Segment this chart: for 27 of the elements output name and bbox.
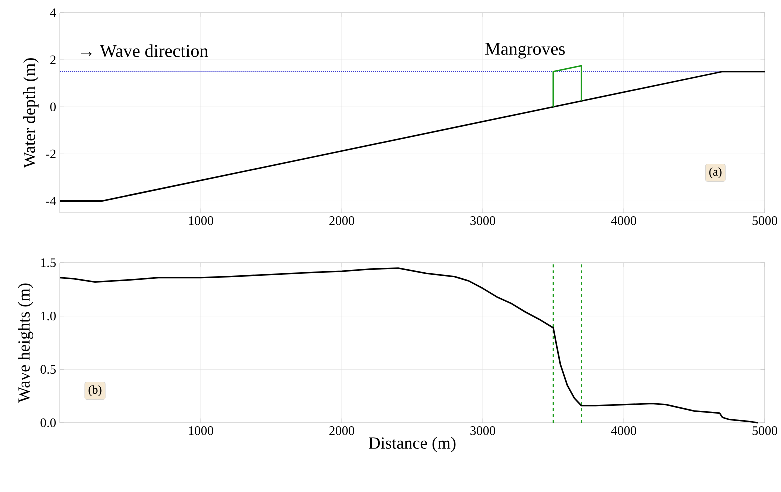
x-tick-label: 1000 (189, 426, 214, 436)
y-tick-label: 4 (50, 8, 56, 18)
annotation: (a) (710, 168, 722, 178)
y-tick-label: -4 (46, 196, 56, 206)
line-series (552, 65, 582, 108)
y-axis-title: Wave heights (m) (18, 284, 34, 403)
x-tick-label: 2000 (330, 426, 354, 436)
y-tick-label: 1.0 (41, 312, 56, 321)
x-tick-label: 4000 (611, 426, 636, 436)
y-axis-title: Water depth (m) (23, 58, 39, 168)
x-tick-label: 1000 (189, 216, 214, 226)
annotation: (b) (88, 386, 102, 396)
x-tick-label: 5000 (752, 426, 778, 436)
x-tick-label: 4000 (611, 216, 636, 226)
y-tick-label: 1.5 (41, 258, 56, 268)
y-tick-label: 0.0 (40, 418, 56, 428)
x-tick-label: 5000 (752, 216, 778, 226)
x-tick-label: 3000 (470, 216, 496, 226)
x-axis-title: Distance (m) (369, 437, 456, 452)
y-tick-label: 2 (50, 56, 56, 64)
annotation: → Wave direction (81, 44, 208, 58)
y-tick-label: 0.5 (40, 365, 56, 374)
x-tick-label: 2000 (330, 216, 354, 226)
y-tick-label: -2 (46, 150, 56, 158)
x-tick-label: 3000 (470, 426, 496, 436)
annotation: Mangroves (485, 43, 565, 59)
y-tick-label: 0 (50, 102, 56, 112)
